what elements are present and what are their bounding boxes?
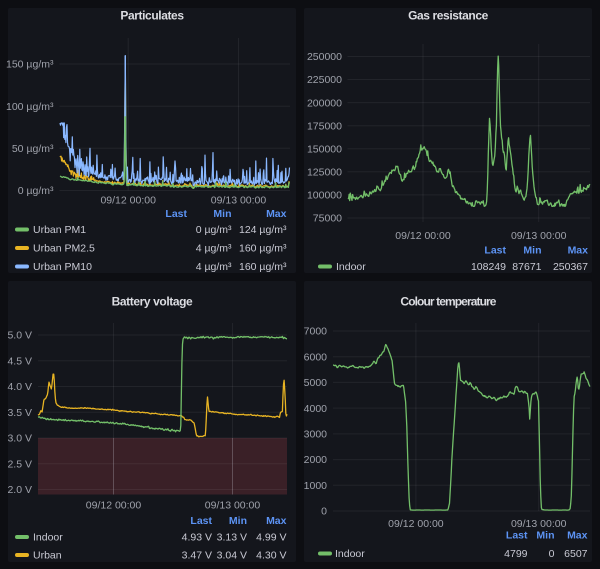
svg-text:09/12 00:00: 09/12 00:00	[388, 518, 444, 530]
svg-text:4 µg/m³: 4 µg/m³	[196, 243, 232, 255]
svg-text:0: 0	[549, 548, 555, 560]
svg-text:Indoor: Indoor	[33, 532, 63, 544]
svg-text:100 µg/m³: 100 µg/m³	[6, 101, 54, 113]
svg-text:200000: 200000	[307, 97, 342, 109]
svg-text:1000: 1000	[304, 480, 328, 492]
svg-text:6507: 6507	[564, 548, 588, 560]
svg-text:2000: 2000	[304, 454, 328, 466]
svg-text:6000: 6000	[304, 351, 328, 363]
svg-text:124 µg/m³: 124 µg/m³	[239, 224, 287, 236]
svg-text:2.0 V: 2.0 V	[7, 484, 32, 496]
svg-text:50 µg/m³: 50 µg/m³	[12, 143, 54, 155]
svg-text:4.0 V: 4.0 V	[7, 381, 32, 393]
svg-text:Max: Max	[568, 245, 589, 257]
svg-text:160 µg/m³: 160 µg/m³	[239, 243, 287, 255]
svg-text:Indoor: Indoor	[336, 261, 366, 273]
svg-text:150000: 150000	[307, 144, 342, 156]
svg-text:225000: 225000	[307, 74, 342, 86]
svg-text:Min: Min	[213, 208, 231, 220]
svg-text:5.0 V: 5.0 V	[7, 330, 32, 342]
svg-text:Particulates: Particulates	[120, 9, 184, 23]
svg-text:160 µg/m³: 160 µg/m³	[239, 261, 287, 273]
svg-text:4 µg/m³: 4 µg/m³	[196, 261, 232, 273]
svg-text:150 µg/m³: 150 µg/m³	[6, 59, 54, 71]
svg-text:4799: 4799	[504, 548, 528, 560]
svg-text:0 µg/m³: 0 µg/m³	[18, 185, 54, 197]
svg-text:Urban PM10: Urban PM10	[33, 261, 92, 273]
svg-text:4.99 V: 4.99 V	[256, 532, 286, 544]
svg-text:09/13 00:00: 09/13 00:00	[211, 195, 267, 207]
svg-text:Max: Max	[266, 515, 287, 527]
svg-text:250367: 250367	[553, 261, 588, 273]
svg-text:0: 0	[321, 506, 327, 518]
svg-text:Last: Last	[484, 245, 506, 257]
svg-text:87671: 87671	[512, 261, 541, 273]
svg-text:Last: Last	[506, 530, 528, 542]
svg-text:0 µg/m³: 0 µg/m³	[196, 224, 232, 236]
svg-text:Last: Last	[165, 208, 187, 220]
svg-text:175000: 175000	[307, 120, 342, 132]
svg-text:09/12 00:00: 09/12 00:00	[395, 230, 451, 242]
svg-text:Max: Max	[567, 530, 588, 542]
svg-text:Gas resistance: Gas resistance	[408, 9, 489, 23]
svg-text:4000: 4000	[304, 403, 328, 415]
svg-text:09/13 00:00: 09/13 00:00	[511, 518, 567, 530]
svg-text:09/13 00:00: 09/13 00:00	[511, 230, 567, 242]
svg-text:75000: 75000	[313, 213, 342, 225]
svg-text:125000: 125000	[307, 167, 342, 179]
svg-text:Min: Min	[229, 515, 247, 527]
svg-text:2.5 V: 2.5 V	[7, 458, 32, 470]
svg-text:Indoor: Indoor	[335, 548, 365, 560]
svg-text:Colour temperature: Colour temperature	[400, 295, 496, 309]
svg-text:250000: 250000	[307, 51, 342, 63]
svg-text:3.47 V: 3.47 V	[182, 550, 212, 562]
svg-text:Max: Max	[266, 208, 287, 220]
svg-text:7000: 7000	[304, 326, 328, 338]
svg-text:09/12 00:00: 09/12 00:00	[100, 195, 156, 207]
svg-text:Urban PM2.5: Urban PM2.5	[33, 243, 95, 255]
svg-text:09/13 00:00: 09/13 00:00	[205, 500, 261, 512]
svg-text:09/12 00:00: 09/12 00:00	[86, 500, 142, 512]
svg-text:3000: 3000	[304, 429, 328, 441]
svg-text:3.04 V: 3.04 V	[217, 550, 247, 562]
svg-text:Urban PM1: Urban PM1	[33, 224, 86, 236]
svg-text:108249: 108249	[471, 261, 506, 273]
svg-text:100000: 100000	[307, 190, 342, 202]
svg-text:3.5 V: 3.5 V	[7, 407, 32, 419]
svg-text:Battery voltage: Battery voltage	[112, 295, 193, 309]
svg-text:3.13 V: 3.13 V	[217, 532, 247, 544]
svg-text:4.30 V: 4.30 V	[256, 550, 286, 562]
svg-text:4.93 V: 4.93 V	[182, 532, 212, 544]
svg-text:5000: 5000	[304, 377, 328, 389]
svg-text:Last: Last	[190, 515, 212, 527]
svg-text:4.5 V: 4.5 V	[7, 355, 32, 367]
svg-text:3.0 V: 3.0 V	[7, 433, 32, 445]
svg-text:Min: Min	[523, 245, 541, 257]
svg-text:Min: Min	[536, 530, 554, 542]
svg-text:Urban: Urban	[33, 550, 62, 562]
